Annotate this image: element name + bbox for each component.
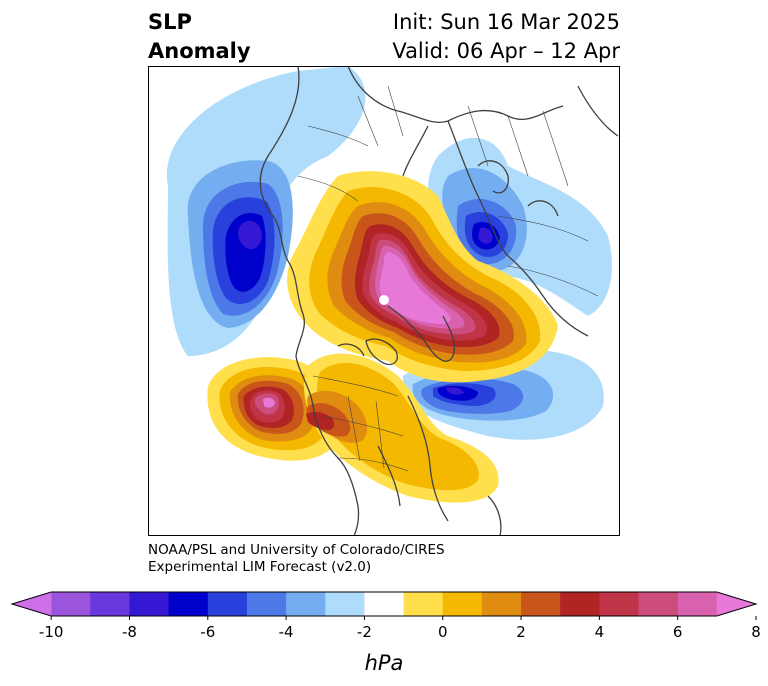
colorbar-segment: [168, 592, 209, 616]
colorbar-tick-label: 6: [673, 623, 683, 641]
colorbar-tick-label: -4: [279, 623, 294, 641]
credit-line-1: NOAA/PSL and University of Colorado/CIRE…: [148, 542, 445, 558]
colorbar: -10-8-6-4-20246810hPa: [10, 591, 761, 675]
colorbar-segment: [638, 592, 679, 616]
colorbar-segment: [716, 592, 756, 616]
low-pressure-west: [166, 66, 366, 356]
title-line-2: Anomaly: [148, 39, 251, 63]
colorbar-segment: [246, 592, 287, 616]
colorbar-tick-label: 8: [751, 623, 761, 641]
forecast-dates: Init: Sun 16 Mar 2025 Valid: 06 Apr – 12…: [392, 8, 620, 66]
title-line-1: SLP: [148, 10, 192, 34]
colorbar-segment: [521, 592, 561, 616]
anomaly-map: [148, 66, 620, 536]
colorbar-tick-label: -8: [122, 623, 137, 641]
init-date: Init: Sun 16 Mar 2025: [392, 10, 620, 34]
colorbar-tick-label: 0: [438, 623, 448, 641]
credit-line-2: Experimental LIM Forecast (v2.0): [148, 559, 372, 575]
colorbar-tick-label: -2: [357, 623, 372, 641]
colorbar-segment: [90, 592, 130, 616]
coastlines: [259, 66, 619, 536]
high-pressure-pacific: [207, 357, 343, 461]
map-edge-gap: [148, 284, 154, 316]
colorbar-segment: [207, 592, 248, 616]
colorbar-tick-label: -6: [200, 623, 215, 641]
colorbar-segment: [129, 592, 170, 616]
data-credit: NOAA/PSL and University of Colorado/CIRE…: [148, 542, 445, 576]
colorbar-segment: [364, 592, 405, 616]
valid-date: Valid: 06 Apr – 12 Apr: [392, 39, 620, 63]
colorbar-unit-label: hPa: [365, 651, 404, 675]
colorbar-tick-label: 4: [595, 623, 605, 641]
borders: [297, 85, 599, 472]
high-pressure-arctic: [287, 171, 558, 383]
colorbar-segment: [677, 592, 718, 616]
colorbar-segment: [286, 592, 326, 616]
map-title: SLP Anomaly: [148, 8, 251, 66]
colorbar-segment: [481, 592, 522, 616]
colorbar-segment: [560, 592, 600, 616]
colorbar-segment: [325, 592, 365, 616]
colorbar-tick-label: 2: [516, 623, 526, 641]
colorbar-segment: [51, 592, 91, 616]
high-pressure-north-america: [304, 353, 499, 503]
colorbar-tick-label: -10: [39, 623, 64, 641]
colorbar-segment: [12, 592, 52, 616]
colorbar-segment: [403, 592, 444, 616]
colorbar-segment: [599, 592, 640, 616]
colorbar-segment: [442, 592, 483, 616]
